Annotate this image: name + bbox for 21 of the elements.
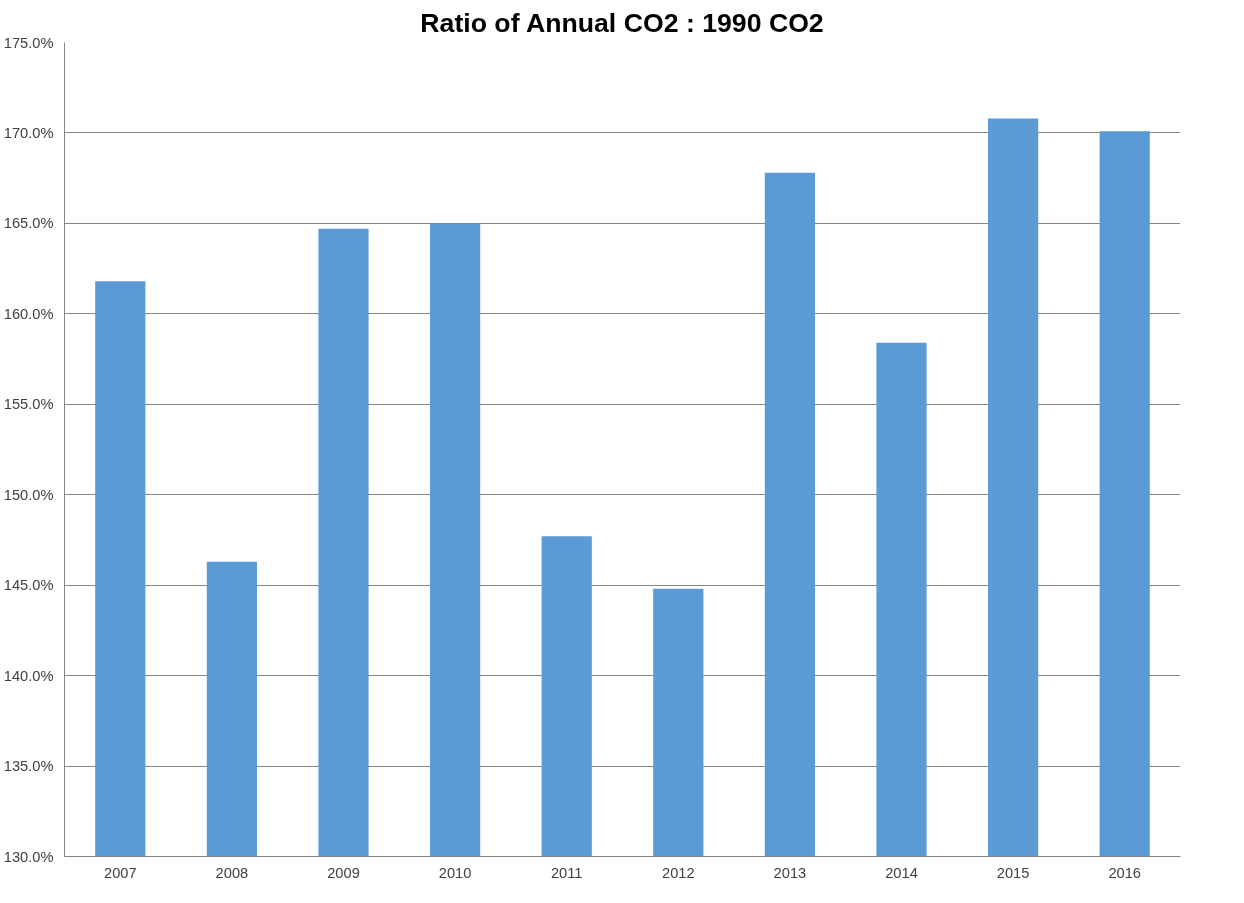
x-tick-label: 2009 xyxy=(327,864,360,881)
x-tick-label: 2011 xyxy=(550,864,583,881)
x-tick-label: 2013 xyxy=(773,864,807,881)
y-tick-label: 145.0% xyxy=(3,577,54,594)
chart-title: Ratio of Annual CO2 : 1990 CO2 xyxy=(420,7,824,38)
y-tick-label: 155.0% xyxy=(3,396,54,413)
y-tick-label: 160.0% xyxy=(3,305,54,322)
x-tick-label: 2007 xyxy=(104,864,137,881)
y-tick-label: 170.0% xyxy=(3,124,54,141)
y-tick-label: 165.0% xyxy=(3,215,54,232)
x-tick-label: 2010 xyxy=(438,864,472,881)
x-tick-label: 2016 xyxy=(1108,864,1142,881)
x-tick-label: 2012 xyxy=(662,864,695,881)
x-tick-label: 2014 xyxy=(885,864,918,881)
y-tick-label: 135.0% xyxy=(3,758,54,775)
y-tick-label: 175.0% xyxy=(3,34,54,51)
x-tick-label: 2015 xyxy=(996,864,1030,881)
x-tick-label: 2008 xyxy=(215,864,249,881)
y-tick-label: 150.0% xyxy=(3,486,54,503)
y-tick-label: 140.0% xyxy=(3,667,54,684)
y-tick-label: 130.0% xyxy=(3,848,54,865)
